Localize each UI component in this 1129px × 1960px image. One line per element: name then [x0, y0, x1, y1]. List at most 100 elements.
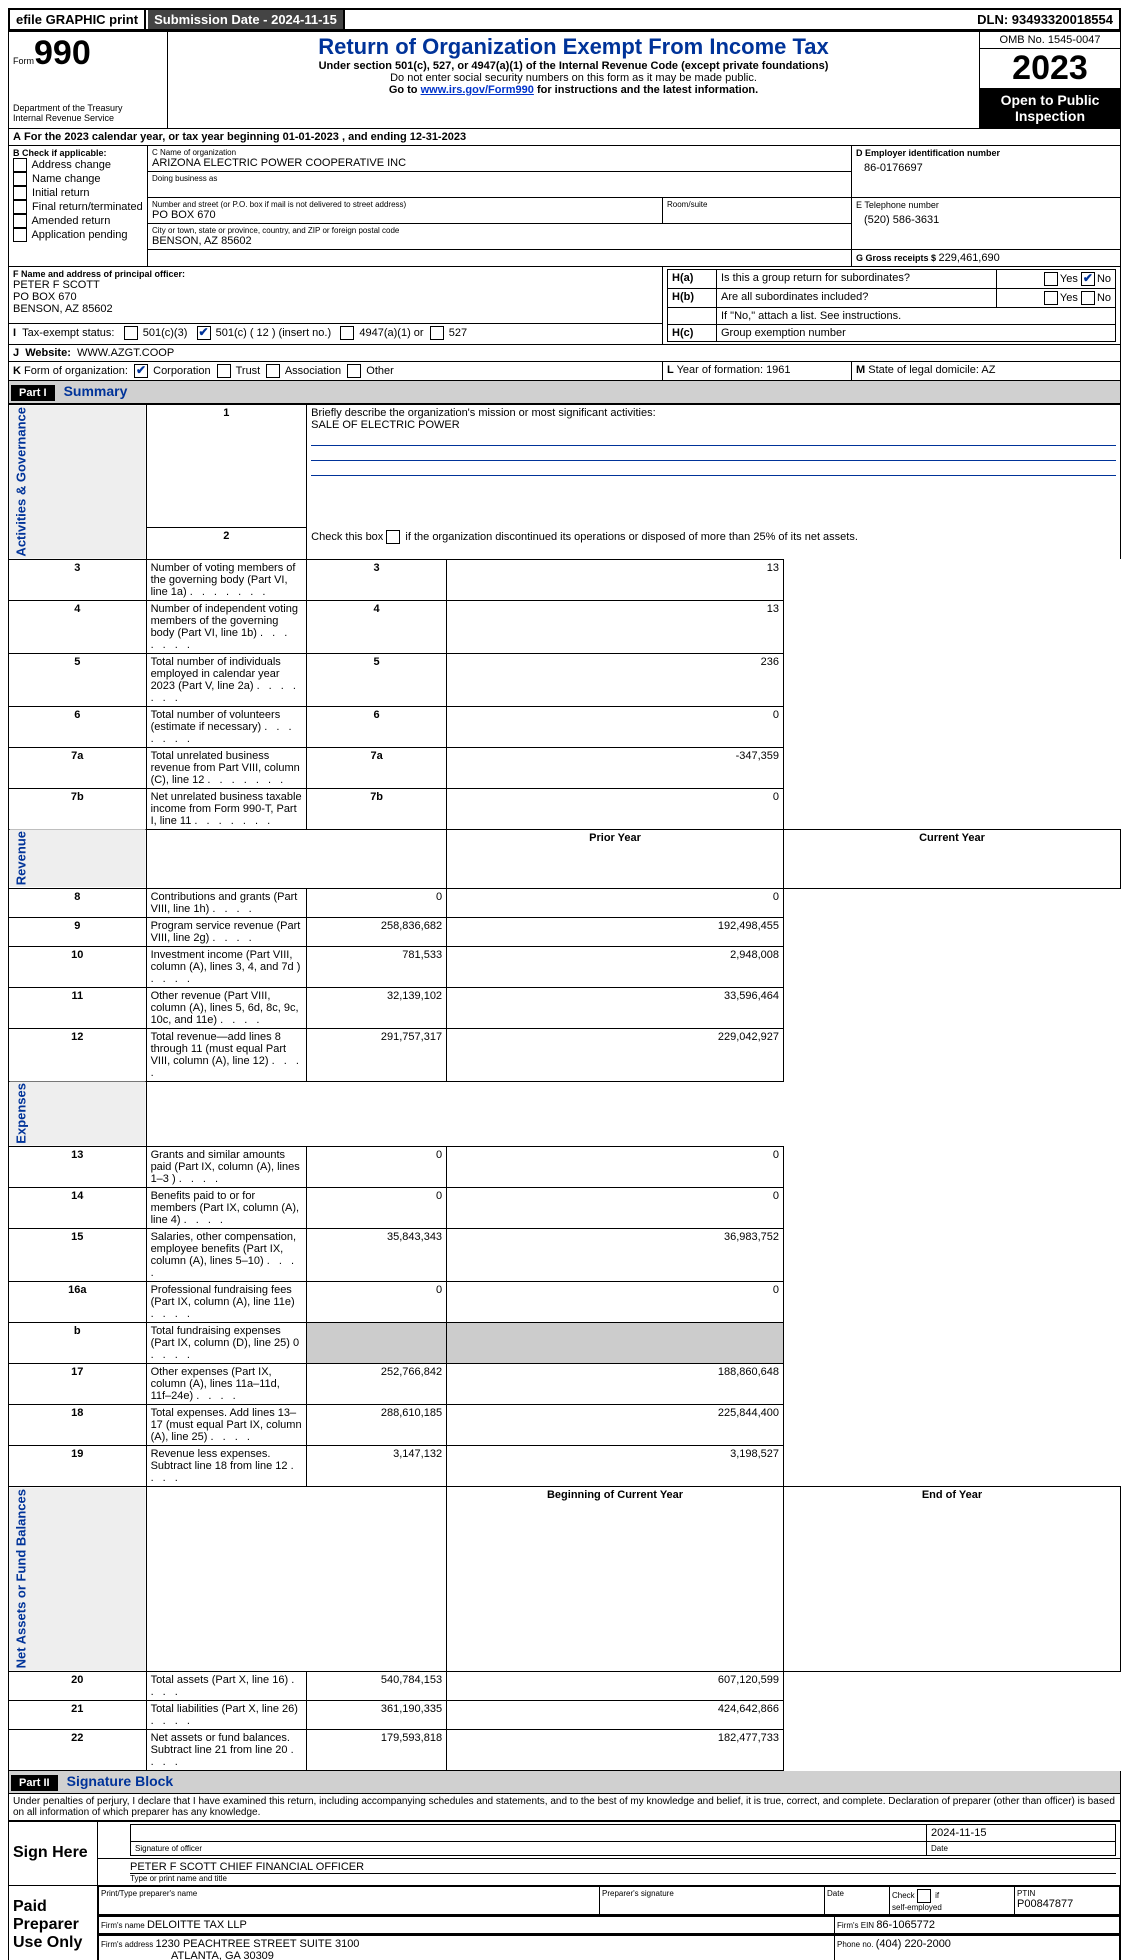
i-501c[interactable] [197, 326, 211, 340]
current-value: 229,042,927 [447, 1028, 784, 1081]
l2-text: Check this box if the organization disco… [311, 531, 858, 543]
part-i-header: Part I Summary [8, 381, 1121, 404]
website: WWW.AZGT.COOP [77, 347, 174, 359]
ptin: P00847877 [1017, 1898, 1117, 1910]
current-value [447, 1323, 784, 1364]
current-value: 607,120,599 [447, 1671, 784, 1700]
d-label: D Employer identification number [856, 148, 1116, 158]
topbar: efile GRAPHIC print Submission Date - 20… [8, 8, 1121, 31]
line-text: Grants and similar amounts paid (Part IX… [146, 1147, 307, 1188]
part-ii-title: Signature Block [61, 1773, 174, 1789]
self-emp-checkbox[interactable] [917, 1889, 931, 1903]
col-prior: Prior Year [447, 829, 784, 888]
b-checkbox[interactable] [13, 172, 27, 186]
b-option: Initial return [13, 186, 143, 200]
line-ref: 6 [307, 706, 447, 747]
firm-phone-label: Phone no. [837, 1940, 876, 1949]
k-checkbox[interactable] [347, 364, 361, 378]
current-value: 424,642,866 [447, 1700, 784, 1729]
street: PO BOX 670 [152, 209, 658, 221]
line-ref: 3 [307, 559, 447, 600]
firm-addr1: 1230 PEACHTREE STREET SUITE 3100 [155, 1938, 359, 1950]
sig-label: Signature of officer [131, 1841, 927, 1855]
i-4947[interactable] [340, 326, 354, 340]
l2-checkbox[interactable] [386, 530, 400, 544]
line-no: 14 [9, 1188, 147, 1229]
i-o3: 4947(a)(1) or [359, 327, 423, 339]
current-value: 0 [447, 888, 784, 917]
b-checkbox[interactable] [13, 200, 27, 214]
i-label: Tax-exempt status: [22, 327, 114, 339]
ha-no[interactable] [1081, 272, 1095, 286]
omb-number: OMB No. 1545-0047 [980, 32, 1120, 49]
dba-label: Doing business as [152, 174, 847, 183]
entity-block: B Check if applicable: Address change Na… [8, 145, 1121, 381]
e-label: E Telephone number [856, 200, 1116, 210]
prior-value: 540,784,153 [307, 1671, 447, 1700]
hb-yes[interactable] [1044, 291, 1058, 305]
b-option: Address change [13, 158, 143, 172]
line-no: 11 [9, 987, 147, 1028]
prior-value: 32,139,102 [307, 987, 447, 1028]
current-value: 192,498,455 [447, 917, 784, 946]
line-no: 13 [9, 1147, 147, 1188]
org-name: ARIZONA ELECTRIC POWER COOPERATIVE INC [152, 157, 847, 169]
j-label: Website: [25, 347, 74, 359]
b-option: Amended return [13, 214, 143, 228]
current-value: 0 [447, 1147, 784, 1188]
m-label: State of legal domicile: [868, 364, 981, 376]
hb-text: Are all subordinates included? [717, 289, 997, 308]
ha-yes[interactable] [1044, 272, 1058, 286]
line-text: Investment income (Part VIII, column (A)… [146, 946, 307, 987]
b-checkbox[interactable] [13, 158, 27, 172]
col-begin: Beginning of Current Year [447, 1487, 784, 1671]
perjury-text: Under penalties of perjury, I declare th… [8, 1794, 1121, 1821]
i-501c3[interactable] [124, 326, 138, 340]
current-value: 225,844,400 [447, 1405, 784, 1446]
line-value: 0 [447, 788, 784, 829]
form-header: Form990 Department of the Treasury Inter… [8, 31, 1121, 129]
b-checkbox[interactable] [13, 214, 27, 228]
line-text: Other expenses (Part IX, column (A), lin… [146, 1364, 307, 1405]
b-checkbox[interactable] [13, 186, 27, 200]
line-ref: 7b [307, 788, 447, 829]
line-no: 4 [9, 600, 147, 653]
line-text: Contributions and grants (Part VIII, lin… [146, 888, 307, 917]
part-ii-label: Part II [11, 1775, 58, 1791]
ein: 86-0176697 [856, 158, 1116, 174]
line-text: Revenue less expenses. Subtract line 18 … [146, 1446, 307, 1487]
form-word: Form [13, 56, 34, 66]
b-checkbox[interactable] [13, 228, 27, 242]
current-value: 36,983,752 [447, 1229, 784, 1282]
line-text: Total number of individuals employed in … [146, 653, 307, 706]
i-527[interactable] [430, 326, 444, 340]
current-value: 3,198,527 [447, 1446, 784, 1487]
prior-value: 3,147,132 [307, 1446, 447, 1487]
line-no: 7a [9, 747, 147, 788]
part-i-title: Summary [58, 383, 128, 399]
current-value: 188,860,648 [447, 1364, 784, 1405]
signature-table: Sign Here 2024-11-15 Signature of office… [8, 1821, 1121, 1960]
prior-value: 0 [307, 1147, 447, 1188]
line-text: Total unrelated business revenue from Pa… [146, 747, 307, 788]
year-begin: 01-01-2023 [283, 131, 339, 143]
line-no: 12 [9, 1028, 147, 1081]
hc-text: Group exemption number [717, 325, 1116, 342]
prior-value [307, 1323, 447, 1364]
line-no: 8 [9, 888, 147, 917]
col-current: Current Year [784, 829, 1121, 888]
firm-addr2: ATLANTA, GA 30309 [101, 1950, 832, 1960]
line-no: 20 [9, 1671, 147, 1700]
line-text: Number of independent voting members of … [146, 600, 307, 653]
b-option: Name change [13, 172, 143, 186]
firm-addr-label: Firm's address [101, 1940, 155, 1949]
line-text: Total expenses. Add lines 13–17 (must eq… [146, 1405, 307, 1446]
hb-no[interactable] [1081, 291, 1095, 305]
city-label: City or town, state or province, country… [152, 226, 847, 235]
k-checkbox[interactable] [217, 364, 231, 378]
k-checkbox[interactable] [266, 364, 280, 378]
k-checkbox[interactable] [134, 364, 148, 378]
line-text: Net assets or fund balances. Subtract li… [146, 1729, 307, 1770]
efile-label: efile GRAPHIC print [10, 10, 146, 29]
form990-link[interactable]: www.irs.gov/Form990 [421, 84, 534, 96]
